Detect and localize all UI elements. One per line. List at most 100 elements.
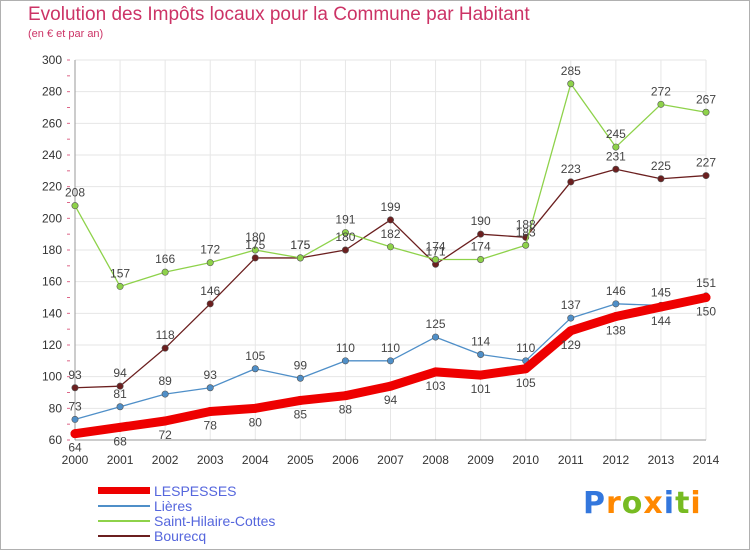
x-tick-label: 2008 — [422, 453, 449, 467]
data-label: 110 — [381, 341, 400, 355]
data-label: 146 — [200, 284, 220, 298]
legend-label: Saint-Hilaire-Cottes — [154, 513, 276, 529]
data-label: 188 — [516, 217, 536, 231]
data-label: 85 — [294, 407, 308, 421]
x-tick-label: 2006 — [332, 453, 359, 467]
data-point — [341, 246, 349, 254]
x-tick-label: 2004 — [242, 453, 269, 467]
data-point — [206, 300, 214, 308]
data-label: 146 — [606, 284, 626, 298]
y-tick-label: 140 — [42, 306, 62, 320]
data-point — [386, 243, 394, 251]
data-label: 190 — [471, 214, 491, 228]
data-label: 125 — [426, 317, 446, 331]
data-point — [251, 365, 259, 373]
data-label: 182 — [380, 227, 400, 241]
data-point — [702, 172, 710, 180]
data-point — [477, 230, 485, 238]
data-point — [566, 326, 576, 336]
proxiti-logo[interactable]: Proxiti — [583, 486, 702, 521]
data-label: 103 — [426, 379, 446, 393]
data-label: 88 — [339, 403, 353, 417]
data-point — [251, 254, 259, 262]
data-label: 171 — [426, 244, 446, 258]
data-point — [657, 175, 665, 183]
data-point — [251, 246, 259, 254]
data-point — [161, 268, 169, 276]
data-label: 72 — [158, 428, 172, 442]
data-point — [567, 314, 575, 322]
data-label: 175 — [290, 238, 310, 252]
data-point — [341, 357, 349, 365]
data-label: 157 — [110, 266, 130, 280]
data-point — [115, 422, 125, 432]
data-point — [386, 216, 394, 224]
data-label: 99 — [294, 358, 308, 372]
data-point — [161, 344, 169, 352]
data-label: 245 — [606, 127, 626, 141]
data-point — [432, 333, 440, 341]
data-point — [432, 255, 440, 263]
logo-letter: o — [621, 486, 644, 521]
data-label: 227 — [696, 156, 716, 170]
data-label: 101 — [471, 382, 491, 396]
data-point — [612, 165, 620, 173]
data-label: 231 — [606, 149, 626, 163]
data-label: 137 — [561, 298, 581, 312]
data-label: 272 — [651, 84, 671, 98]
data-label: 175 — [245, 238, 265, 252]
data-label: 199 — [380, 200, 400, 214]
data-label: 151 — [696, 276, 716, 290]
legend-label: Bourecq — [154, 528, 207, 544]
data-label: 180 — [245, 230, 265, 244]
data-point — [521, 364, 531, 374]
chart-title: Evolution des Impôts locaux pour la Comm… — [28, 4, 530, 25]
data-point — [206, 384, 214, 392]
y-tick-label: 280 — [42, 85, 62, 99]
data-point — [612, 300, 620, 308]
data-label: 68 — [113, 434, 127, 448]
legend-swatch-bourecq — [98, 535, 150, 537]
data-label: 150 — [696, 305, 716, 319]
data-point — [250, 403, 260, 413]
data-label: 174 — [426, 240, 446, 254]
data-point — [656, 302, 666, 312]
data-label: 80 — [249, 415, 263, 429]
data-point — [476, 370, 486, 380]
data-label: 172 — [200, 243, 220, 257]
data-label: 118 — [156, 328, 175, 342]
data-label: 110 — [336, 341, 355, 355]
y-tick-label: 120 — [42, 338, 62, 352]
data-point — [116, 282, 124, 290]
y-tick-label: 240 — [42, 148, 62, 162]
series-lines — [70, 80, 711, 439]
data-point — [341, 229, 349, 237]
y-tick-label: 160 — [42, 275, 62, 289]
data-point — [71, 202, 79, 210]
data-label: 78 — [204, 419, 218, 433]
data-label: 145 — [651, 285, 671, 299]
x-tick-label: 2011 — [558, 453, 584, 467]
y-tick-label: 60 — [49, 433, 63, 447]
y-tick-label: 80 — [49, 401, 63, 415]
data-label: 180 — [335, 230, 355, 244]
data-point — [161, 390, 169, 398]
axes: 60 80 100 120 140 160 180 200 220 240 260 280 300 200… — [42, 53, 720, 467]
data-label: 129 — [561, 338, 581, 352]
data-label: 94 — [384, 393, 398, 407]
y-tick-label: 260 — [42, 116, 62, 130]
data-label: 89 — [158, 374, 172, 388]
legend-label: Lières — [154, 498, 193, 514]
data-label: 183 — [516, 225, 536, 239]
data-label: 73 — [68, 399, 82, 413]
data-label: 208 — [65, 186, 85, 200]
data-point — [612, 143, 620, 151]
logo-letter: t — [675, 486, 691, 521]
data-label: 223 — [561, 162, 581, 176]
logo-letter: i — [663, 486, 676, 521]
data-label: 94 — [113, 366, 127, 380]
x-tick-label: 2012 — [603, 453, 630, 467]
data-label: 174 — [471, 240, 491, 254]
